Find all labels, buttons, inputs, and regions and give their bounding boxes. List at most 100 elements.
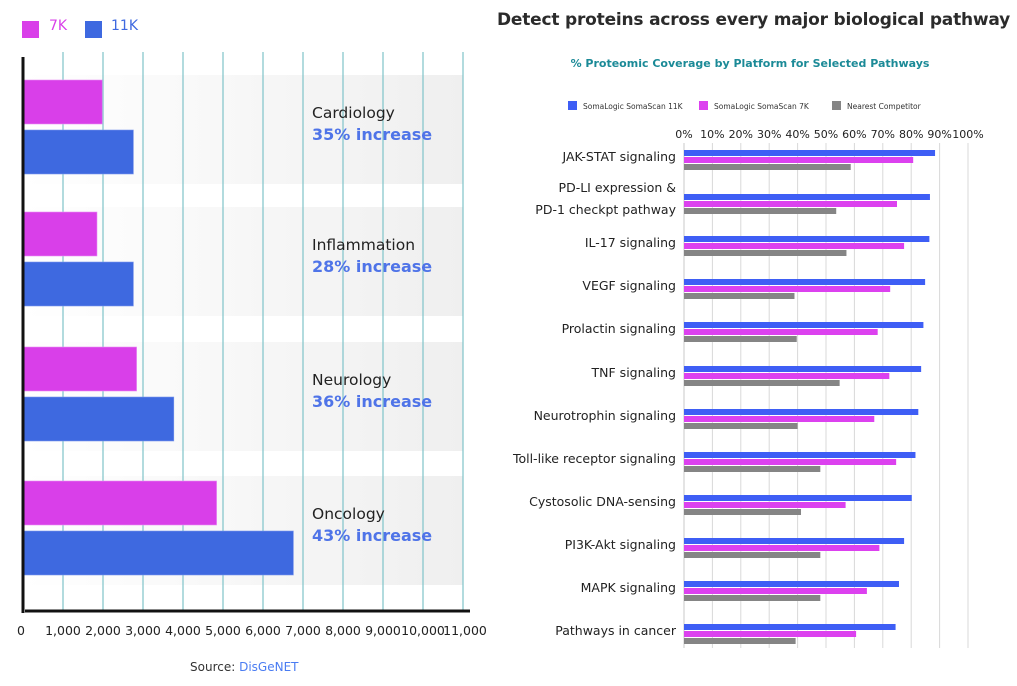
page-title: Detect proteins across every major biolo… [497,10,1011,30]
bar-competitor [684,336,797,342]
legend-item-11k: SomaLogic SomaScan 11K [568,101,683,111]
x-tick-label: 1,000 [45,623,81,638]
bar-competitor [684,164,851,170]
legend-label-7k: 7K [49,18,68,34]
bar-11k [684,194,930,200]
category-label: PD-1 checkpt pathway [535,202,676,217]
x-tick-label: 20% [729,128,753,141]
bar-competitor [684,380,840,386]
x-tick-label: 0 [17,623,25,638]
bar-11k [684,279,926,285]
bar-7k [684,329,878,335]
bar-11k [684,366,922,372]
category-label: Cardiology [312,104,395,122]
bar-competitor [684,638,796,644]
category-label: TNF signaling [591,365,676,380]
bar-7k-oncology [22,480,217,526]
x-tick-label: 5,000 [205,623,241,638]
x-tick-label: 90% [927,128,951,141]
x-tick-label: 0% [675,128,692,141]
bar-7k [684,243,905,249]
category-label: JAK-STAT signaling [561,149,676,164]
bar-11k-neurology [22,396,175,442]
bar-7k [684,588,867,594]
x-tick-label: 60% [842,128,866,141]
legend-swatch-11k [85,21,102,38]
category-label: Cystosolic DNA-sensing [529,494,676,509]
legend-label-somascan-11k: SomaLogic SomaScan 11K [583,102,683,111]
bar-11k [684,236,930,242]
x-tick-label: 4,000 [165,623,201,638]
x-tick-label: 40% [785,128,809,141]
x-tick-label: 9,000 [365,623,401,638]
bar-7k [684,157,914,163]
left-bar-chart: Cardiology 35% increase Inflammation 28% in… [17,52,487,638]
bar-11k [684,581,899,587]
x-tick-label: 100% [952,128,983,141]
increase-annotation: 36% increase [312,392,432,411]
increase-annotation: 35% increase [312,125,432,144]
x-tick-label: 8,000 [325,623,361,638]
category-label: Oncology [312,505,385,523]
bar-7k-neurology [22,346,137,392]
legend-item-7k: SomaLogic SomaScan 7K [699,101,809,111]
increase-annotation: 43% increase [312,526,432,545]
bar-7k [684,201,897,207]
bar-11k [684,150,936,156]
legend-label-competitor: Nearest Competitor [847,102,921,111]
legend-label-somascan-7k: SomaLogic SomaScan 7K [714,102,809,111]
source-link[interactable]: DisGeNET [239,660,299,674]
bar-11k [684,495,912,501]
bar-7k [684,502,846,508]
category-label: Neurology [312,371,391,389]
x-tick-label: 6,000 [245,623,281,638]
category-label: IL-17 signaling [585,235,676,250]
bar-competitor [684,466,821,472]
category-label: Pathways in cancer [555,623,677,638]
legend-swatch-somascan-7k [699,101,708,110]
legend-item-competitor: Nearest Competitor [832,101,921,111]
bar-11k [684,409,919,415]
bar-11k-cardiology [22,129,134,175]
category-label: MAPK signaling [581,580,676,595]
legend-swatch-somascan-11k [568,101,577,110]
x-tick-label: 30% [757,128,781,141]
right-bar-chart: 0% 10% 20% 30% 40% 50% 60% 70% 80% 90% 100% JAK-STA… [512,128,984,648]
bar-11k [684,624,896,630]
x-tick-label: 3,000 [125,623,161,638]
bar-competitor [684,293,795,299]
category-label: Neurotrophin signaling [534,408,676,423]
category-label: Inflammation [312,236,415,254]
increase-annotation: 28% increase [312,257,432,276]
bar-competitor [684,250,847,256]
bar-7k-inflammation [22,211,98,257]
x-tick-label: 50% [814,128,838,141]
bar-7k [684,545,880,551]
bar-11k-inflammation [22,261,134,307]
x-tick-label: 10,000 [401,623,445,638]
category-label: Prolactin signaling [562,321,676,336]
bar-11k [684,452,916,458]
legend-label-11k: 11K [111,18,138,34]
source-note: Source: DisGeNET [190,660,299,674]
bar-7k [684,373,890,379]
category-label: PD-LI expression & [559,180,677,195]
bar-11k-oncology [22,530,294,576]
bar-7k-cardiology [22,79,103,125]
category-label: PI3K-Akt signaling [565,537,676,552]
x-tick-label: 10% [700,128,724,141]
bar-7k [684,286,891,292]
x-tick-label: 11,000 [443,623,487,638]
x-tick-label: 70% [871,128,895,141]
bar-7k [684,631,857,637]
category-label: VEGF signaling [582,278,676,293]
bar-7k [684,416,875,422]
legend-swatch-competitor [832,101,841,110]
bar-competitor [684,509,802,515]
bar-competitor [684,552,821,558]
chart-subtitle: % Proteomic Coverage by Platform for Sel… [570,57,930,70]
bar-competitor [684,423,798,429]
bar-11k [684,538,905,544]
bar-11k [684,322,924,328]
x-tick-label: 80% [899,128,923,141]
